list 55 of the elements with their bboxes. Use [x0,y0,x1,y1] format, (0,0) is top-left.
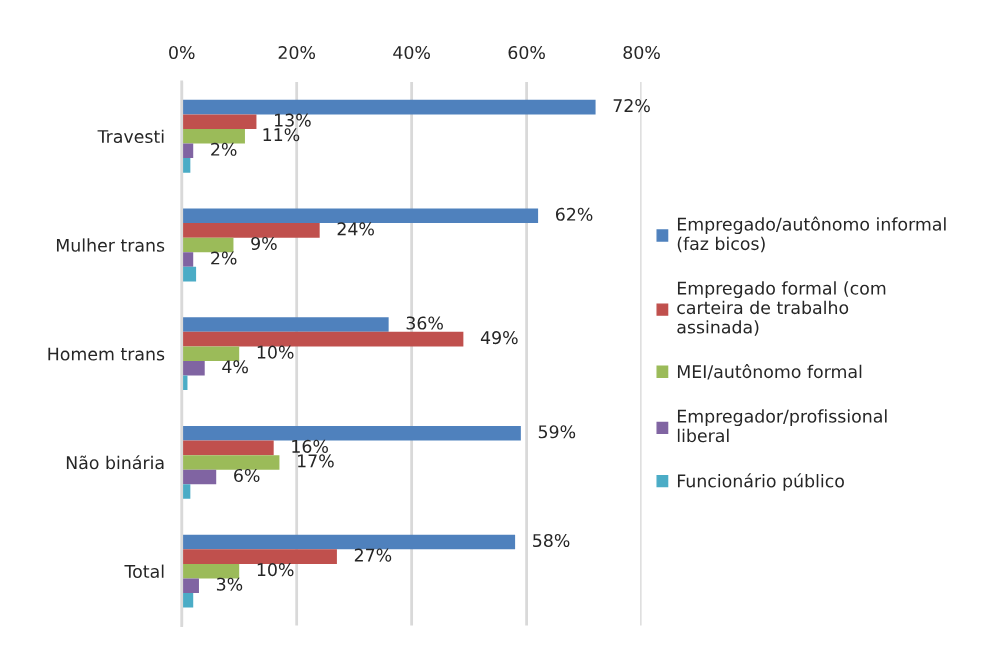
data-label: 9% [251,236,277,251]
bar [181,578,199,594]
data-label: 2% [211,251,237,265]
data-label: 10% [257,563,294,577]
y-tick-label: Mulher trans [56,238,165,252]
data-label: 59% [538,425,576,439]
bar [181,223,320,238]
bar [181,549,337,564]
data-label: 62% [555,207,593,221]
data-label: 10% [257,345,294,359]
data-label: 13% [275,113,311,127]
y-tick-label: Travesti [97,129,164,144]
legend-label: Empregado/autônomo informal (faz bicos) [677,216,946,253]
data-label: 49% [480,331,518,345]
legend-label: Funcionário público [677,473,844,491]
bar [181,563,240,579]
data-label: 11% [263,128,300,142]
bar [181,114,257,129]
bar [181,237,234,253]
x-tick-label: 60% [508,45,545,60]
data-label: 4% [222,360,248,374]
data-label: 16% [292,439,328,453]
bar [181,593,194,608]
data-label: 58% [533,533,570,548]
legend-label: MEI/autônomo formal [677,364,862,380]
y-tick-label: Homem trans [48,347,165,361]
data-label: 24% [337,222,374,236]
x-tick-label: 0% [169,45,195,60]
data-label: 3% [216,577,243,591]
bar [181,317,389,332]
data-label: 2% [211,142,237,156]
y-tick-label: Não binária [66,455,164,470]
bar [181,360,205,376]
legend-label: Empregador/profissional liberal [677,409,887,443]
data-label: 17% [298,454,334,468]
bar [181,426,521,441]
bar [181,346,240,361]
y-tick-label: Total [124,564,164,578]
bar [181,331,464,347]
bar [181,208,539,224]
bar [181,455,280,470]
data-label: 6% [234,468,260,483]
x-tick-label: 80% [623,45,660,60]
bar [181,534,516,550]
x-tick-label: 40% [393,45,430,60]
bar [181,252,194,267]
bar [181,440,274,456]
x-tick-label: 20% [278,45,316,60]
bar [181,99,596,115]
legend-label: Empregado formal (com carteira de trabalho assinada) [677,281,886,336]
bar [181,469,217,485]
data-label: 72% [613,99,650,113]
data-label: 36% [406,316,443,330]
data-label: 27% [354,548,392,562]
bar [181,128,245,144]
